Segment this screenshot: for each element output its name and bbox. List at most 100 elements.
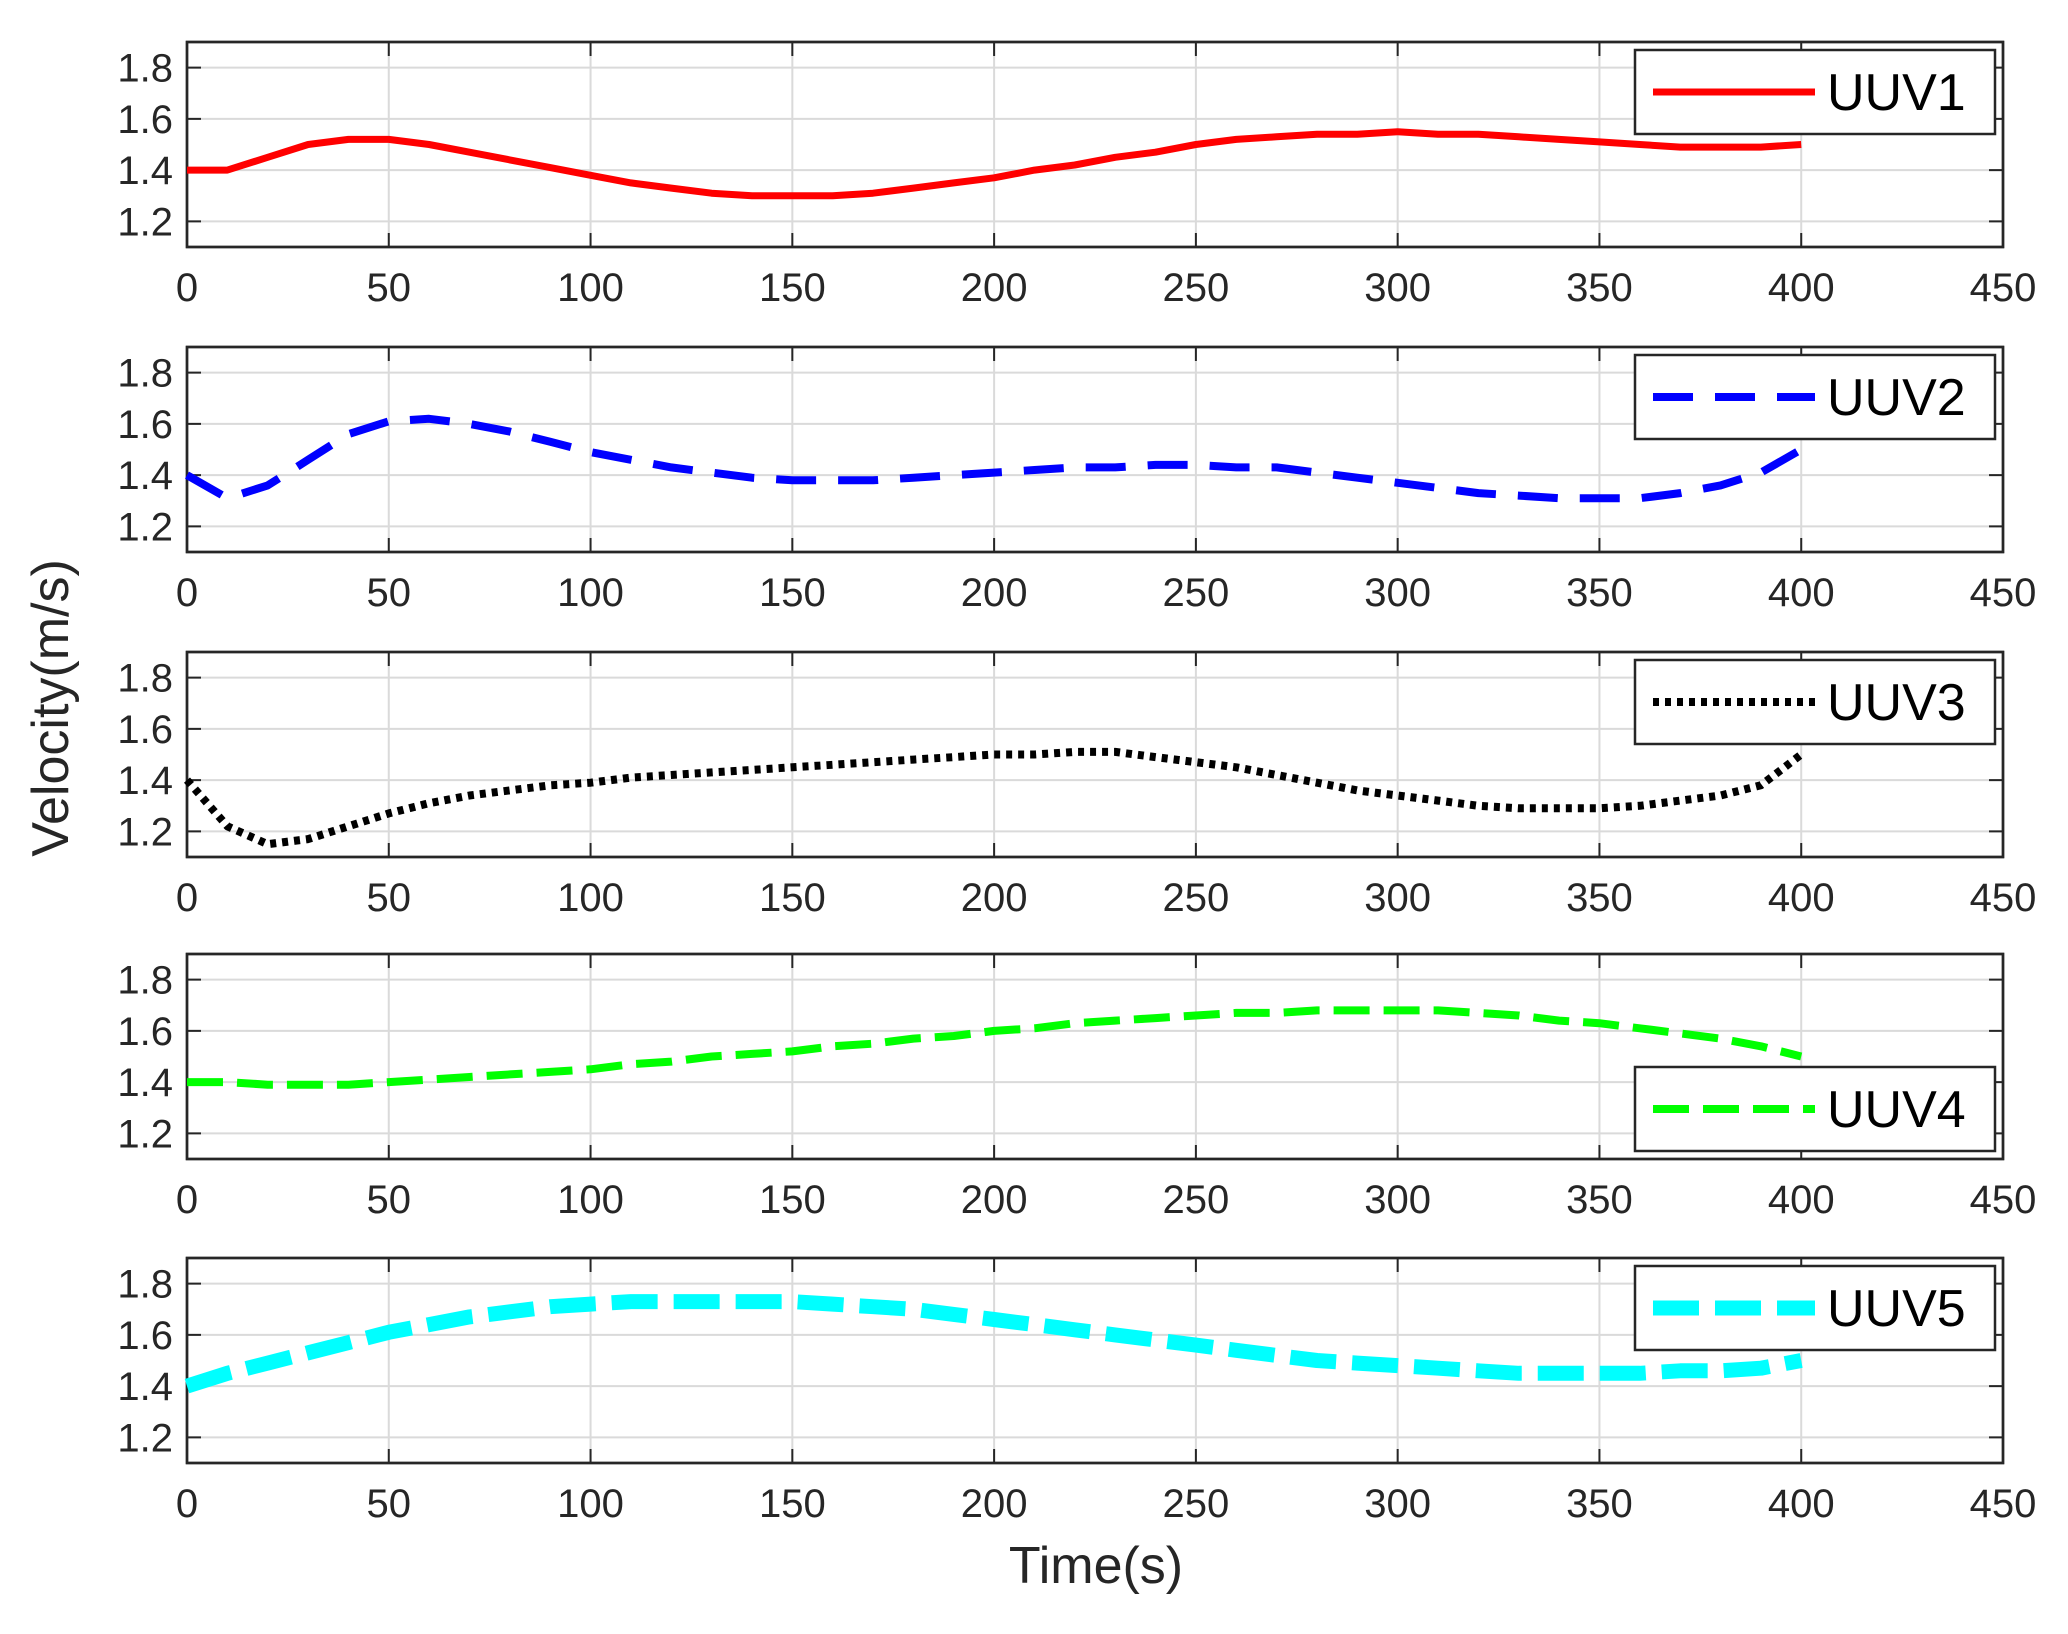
x-tick-label: 450 — [1970, 876, 2037, 920]
legend-uuv5: UUV5 — [1633, 1264, 1997, 1352]
y-tick-label: 1.4 — [117, 149, 173, 193]
axes-frame — [185, 650, 2005, 859]
legend-label: UUV3 — [1827, 674, 1966, 732]
axes-frame — [185, 40, 2005, 249]
y-tick-label: 1.6 — [117, 1314, 173, 1358]
legend-label: UUV5 — [1827, 1280, 1966, 1338]
x-tick-label: 50 — [367, 876, 412, 920]
x-tick-label: 50 — [367, 266, 412, 310]
y-tick-label: 1.6 — [117, 1010, 173, 1054]
series-line-uuv3 — [183, 747, 1804, 849]
subplot-1: 0 50 100 150 200 250 300 350 400 450 1.2 1.4 1.6 1.8 U… — [117, 40, 2037, 310]
x-tick-label: 0 — [176, 1482, 198, 1526]
x-tick-label: 350 — [1566, 876, 1633, 920]
x-axis-title: Time(s) — [1009, 1537, 1183, 1595]
x-tick-label: 400 — [1768, 876, 1835, 920]
legend-uuv4: UUV4 — [1633, 1065, 1997, 1153]
y-tick-label: 1.4 — [117, 759, 173, 803]
y-tick-label: 1.4 — [117, 1365, 173, 1409]
subplot-panels: 0 50 100 150 200 250 300 350 400 450 1.2 1.4 1.6 1.8 U… — [117, 40, 2037, 1526]
x-tick-label: 300 — [1364, 266, 1431, 310]
axes-frame — [185, 1256, 2005, 1465]
x-tick-label: 100 — [557, 571, 624, 615]
subplot-4: 0 50 100 150 200 250 300 350 400 450 1.2 1.4 1.6 1.8 U… — [117, 952, 2037, 1222]
x-tick-label: 250 — [1163, 876, 1230, 920]
y-tick-label: 1.6 — [117, 403, 173, 447]
y-tick-label: 1.2 — [117, 1416, 173, 1460]
x-tick-label: 400 — [1768, 571, 1835, 615]
x-tick-label: 400 — [1768, 1482, 1835, 1526]
legend-uuv3: UUV3 — [1633, 658, 1997, 746]
x-tick-label: 0 — [176, 571, 198, 615]
x-tick-label: 50 — [367, 1178, 412, 1222]
x-tick-label: 100 — [557, 1178, 624, 1222]
subplot-3: 0 50 100 150 200 250 300 350 400 450 1.2 1.4 1.6 1.8 U… — [117, 650, 2037, 920]
x-tick-label: 200 — [961, 571, 1028, 615]
y-tick-label: 1.2 — [117, 810, 173, 854]
y-tick-label: 1.6 — [117, 98, 173, 142]
x-tick-label: 450 — [1970, 1482, 2037, 1526]
series-line-uuv2 — [185, 414, 1804, 503]
x-tick-label: 350 — [1566, 1482, 1633, 1526]
x-tick-label: 200 — [961, 1482, 1028, 1526]
x-tick-label: 100 — [557, 266, 624, 310]
y-tick-label: 1.6 — [117, 708, 173, 752]
x-tick-label: 450 — [1970, 571, 2037, 615]
x-tick-label: 200 — [961, 266, 1028, 310]
x-tick-label: 300 — [1364, 571, 1431, 615]
y-tick-label: 1.8 — [117, 959, 173, 1003]
x-tick-label: 250 — [1163, 1178, 1230, 1222]
x-tick-label: 100 — [557, 1482, 624, 1526]
x-tick-label: 350 — [1566, 266, 1633, 310]
x-tick-label: 400 — [1768, 266, 1835, 310]
x-tick-label: 100 — [557, 876, 624, 920]
x-tick-label: 250 — [1163, 266, 1230, 310]
legend-box — [1633, 353, 1997, 441]
subplot-5: 0 50 100 150 200 250 300 350 400 450 1.2 1.4 1.6 1.8 U… — [117, 1256, 2037, 1526]
legend-uuv1: UUV1 — [1633, 48, 1997, 136]
x-tick-label: 200 — [961, 876, 1028, 920]
legend-label: UUV2 — [1827, 369, 1966, 427]
x-tick-label: 0 — [176, 876, 198, 920]
axes-frame — [185, 952, 2005, 1161]
y-tick-label: 1.8 — [117, 1263, 173, 1307]
y-tick-label: 1.2 — [117, 505, 173, 549]
legend-label: UUV1 — [1827, 64, 1966, 122]
x-tick-label: 150 — [759, 876, 826, 920]
x-tick-label: 250 — [1163, 571, 1230, 615]
x-tick-label: 0 — [176, 1178, 198, 1222]
y-tick-label: 1.8 — [117, 352, 173, 396]
x-tick-label: 450 — [1970, 1178, 2037, 1222]
x-tick-label: 50 — [367, 1482, 412, 1526]
x-tick-label: 150 — [759, 266, 826, 310]
series-line-uuv4 — [187, 1006, 1803, 1089]
y-tick-label: 1.4 — [117, 454, 173, 498]
x-tick-label: 50 — [367, 571, 412, 615]
y-tick-label: 1.2 — [117, 200, 173, 244]
x-tick-label: 250 — [1163, 1482, 1230, 1526]
x-tick-label: 450 — [1970, 266, 2037, 310]
x-tick-label: 300 — [1364, 1178, 1431, 1222]
x-tick-label: 150 — [759, 571, 826, 615]
legend-label: UUV4 — [1827, 1081, 1966, 1139]
subplot-2: 0 50 100 150 200 250 300 350 400 450 1.2 1.4 1.6 1.8 U… — [117, 345, 2037, 615]
x-tick-label: 150 — [759, 1178, 826, 1222]
axes-frame — [185, 345, 2005, 554]
x-tick-label: 300 — [1364, 876, 1431, 920]
y-axis-title: Velocity(m/s) — [22, 559, 80, 857]
y-tick-label: 1.8 — [117, 657, 173, 701]
y-tick-label: 1.2 — [117, 1112, 173, 1156]
x-tick-label: 400 — [1768, 1178, 1835, 1222]
y-tick-label: 1.8 — [117, 47, 173, 91]
x-tick-label: 200 — [961, 1178, 1028, 1222]
legend-uuv2: UUV2 — [1633, 353, 1997, 441]
x-tick-label: 0 — [176, 266, 198, 310]
x-tick-label: 300 — [1364, 1482, 1431, 1526]
series-line-uuv1 — [187, 128, 1802, 200]
x-tick-label: 350 — [1566, 1178, 1633, 1222]
series-line-uuv5 — [184, 1294, 1803, 1394]
y-tick-label: 1.4 — [117, 1061, 173, 1105]
x-tick-label: 350 — [1566, 571, 1633, 615]
x-tick-label: 150 — [759, 1482, 826, 1526]
